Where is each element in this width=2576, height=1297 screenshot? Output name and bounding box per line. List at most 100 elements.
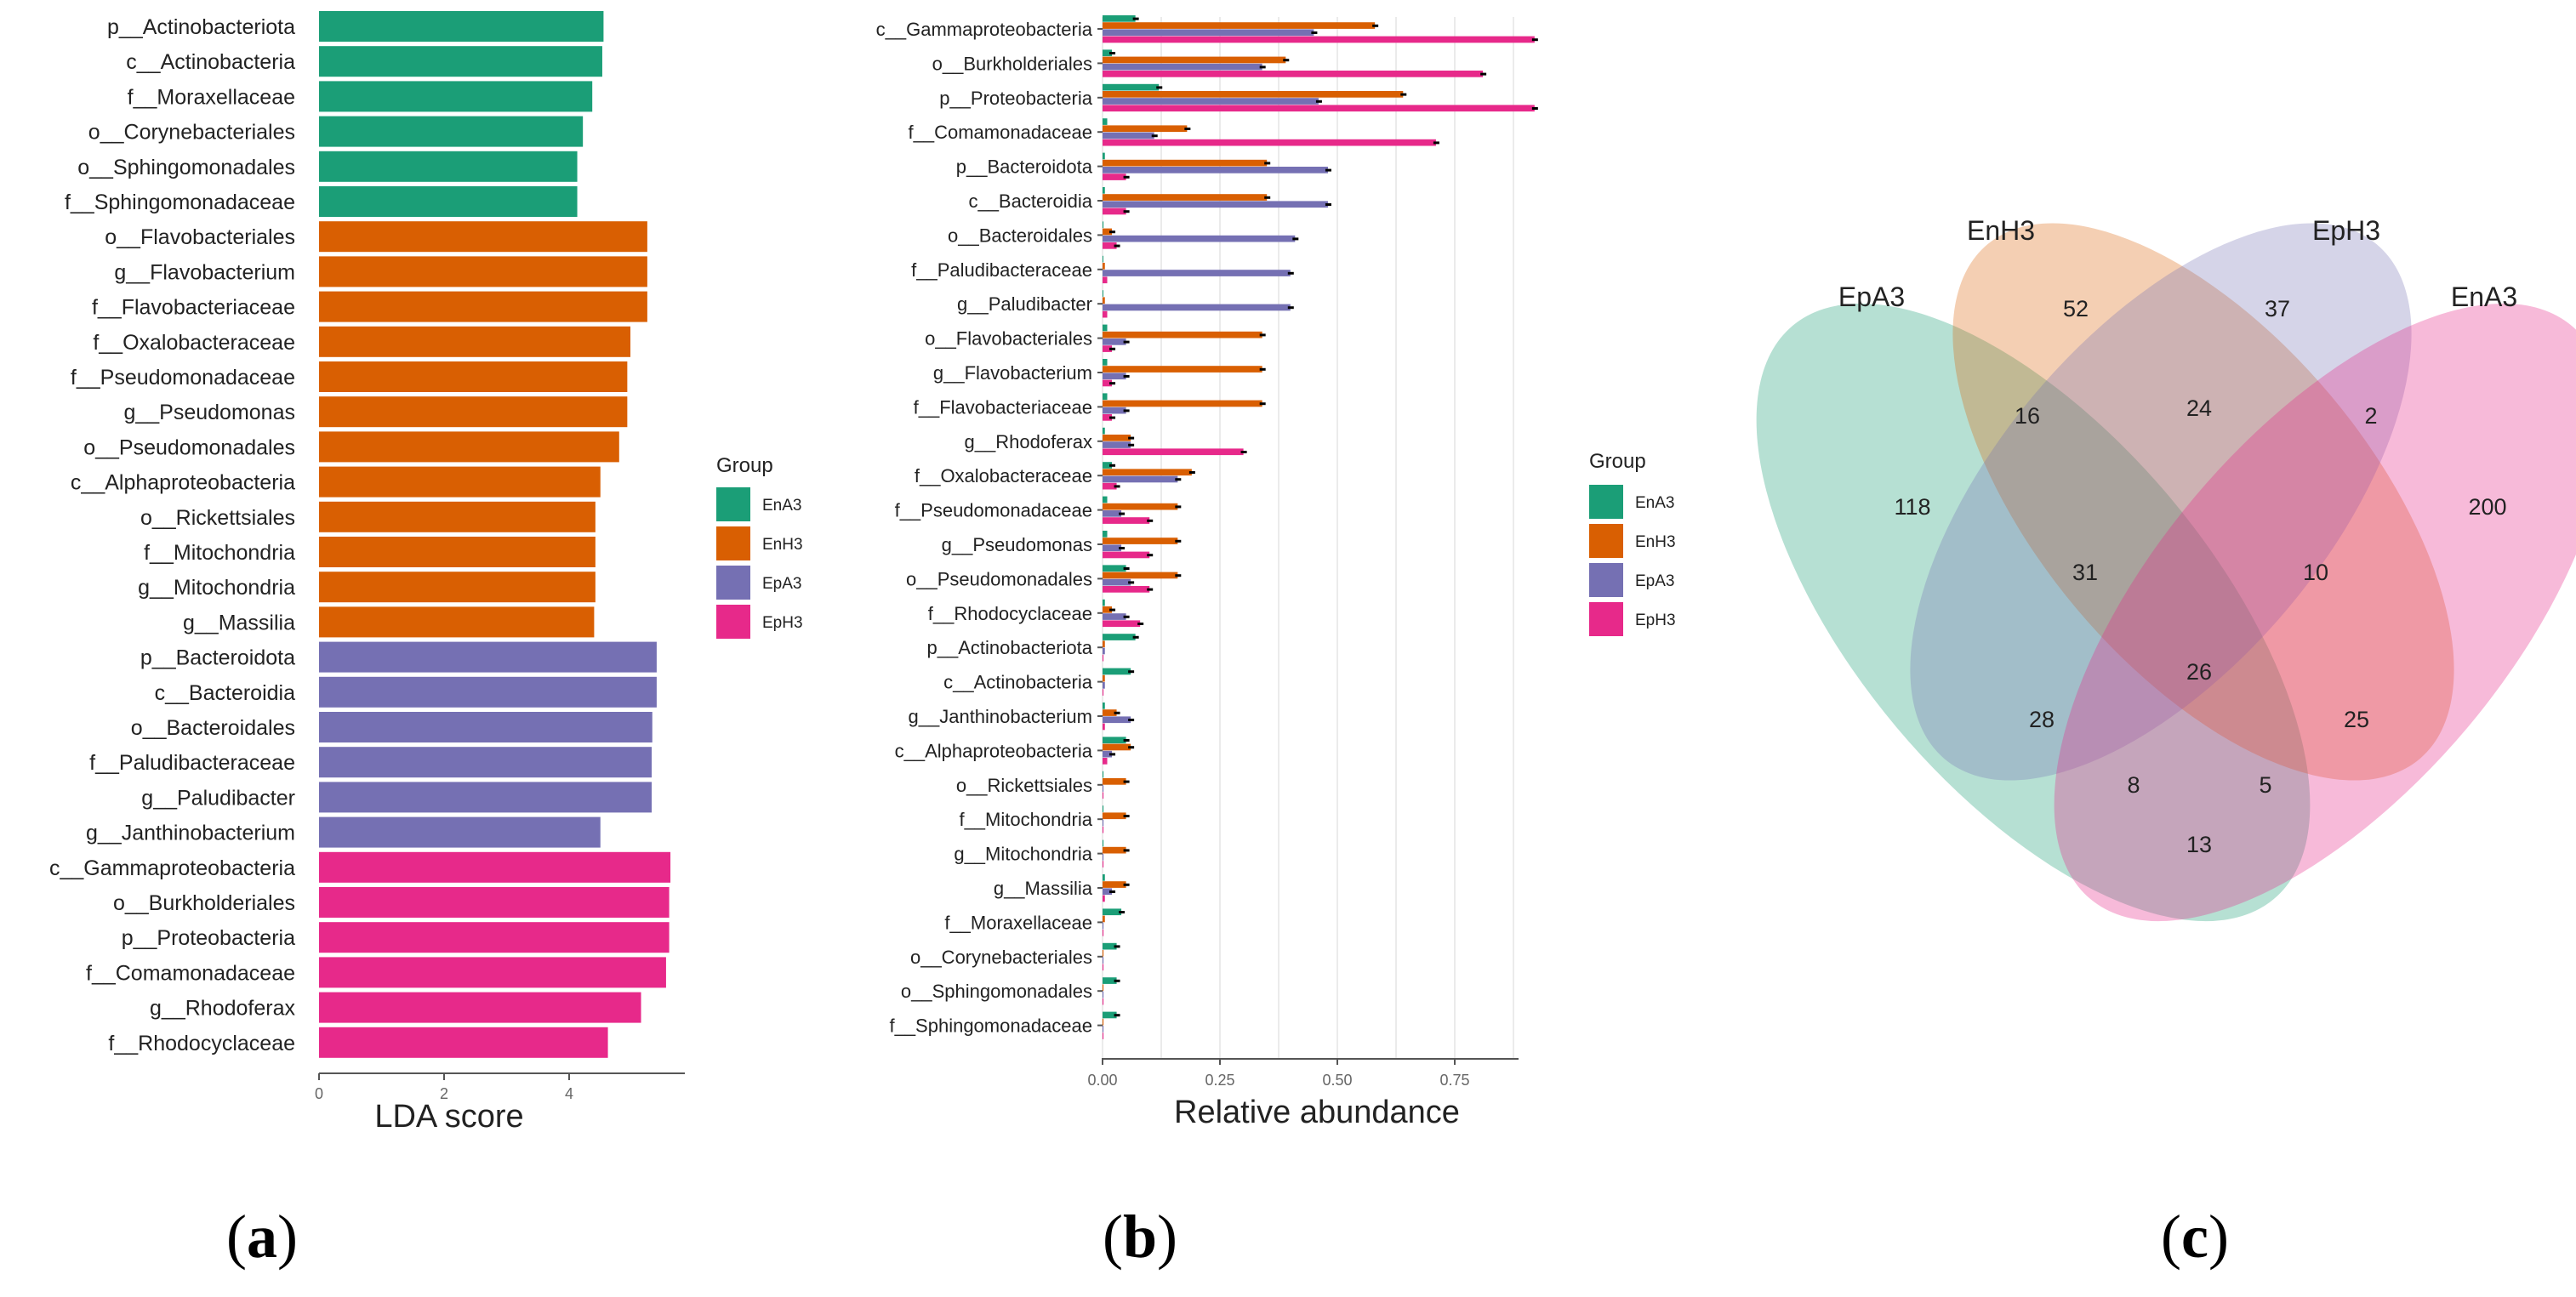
venn-region-count: 52 [2063, 296, 2089, 321]
lda-bar-label: f__Moraxellaceae [128, 85, 295, 109]
abundance-bar-EnA3 [1103, 977, 1117, 984]
abundance-x-tick-label: 0.00 [1087, 1072, 1117, 1089]
lda-bar-label: g__Rhodoferax [150, 997, 295, 1021]
abundance-bar-label: o__Burkholderiales [932, 53, 1092, 74]
venn-region-count: 37 [2265, 296, 2290, 321]
abundance-bars: c__Gammaproteobacteria o__Burkholderiales… [876, 15, 1538, 1039]
abundance-bar-EnA3 [1103, 152, 1105, 160]
lda-bar-label: c__Alphaproteobacteria [71, 471, 295, 495]
lda-bar [319, 747, 653, 778]
abundance-bar-EnA3 [1103, 737, 1126, 744]
lda-bar-label: o__Pseudomonadales [83, 435, 295, 459]
lda-bar-label: c__Actinobacteria [126, 50, 295, 74]
abundance-bar-EnA3 [1103, 703, 1105, 709]
abundance-bar-EpH3 [1103, 174, 1126, 180]
abundance-bar-EpA3 [1103, 716, 1131, 724]
abundance-bar-EnH3 [1103, 125, 1188, 133]
lda-bar-label: o__Sphingomonadales [77, 156, 295, 179]
lda-legend-label: EpH3 [762, 614, 803, 632]
lda-bar-label: f__Flavobacteriaceae [92, 296, 295, 320]
lda-bar [319, 116, 584, 147]
lda-bars: p__Actinobacteriota c__Actinobacteria f__M… [49, 11, 671, 1058]
abundance-bar-EnH3 [1103, 881, 1126, 888]
abundance-bar-label: o__Bacteroidales [948, 225, 1092, 246]
lda-bar [319, 676, 657, 708]
lda-legend-swatch [716, 566, 750, 600]
abundance-bar-EnA3 [1103, 668, 1131, 675]
venn-region-count: 2 [2364, 403, 2377, 429]
venn-region-count: 31 [2072, 560, 2098, 585]
venn-region-count: 26 [2186, 659, 2212, 685]
lda-bar-label: f__Oxalobacteraceae [93, 331, 295, 355]
abundance-bar-label: f__Comamonadaceae [909, 122, 1092, 143]
abundance-bar-EnA3 [1103, 15, 1136, 22]
abundance-bar-EpH3 [1103, 242, 1117, 249]
venn-set-EnA3 [2054, 303, 2576, 922]
venn-region-count: 13 [2186, 832, 2212, 857]
lda-bar [319, 186, 578, 217]
abundance-bar-EnH3 [1103, 194, 1268, 201]
venn-set-label: EpA3 [1838, 282, 1905, 312]
abundance-bar-label: g__Mitochondria [954, 844, 1092, 865]
lda-legend-label: EpA3 [762, 575, 801, 593]
abundance-bar-EpH3 [1103, 620, 1141, 628]
abundance-bar-EpH3 [1103, 758, 1108, 765]
abundance-bar-EpH3 [1103, 482, 1117, 490]
abundance-bar-label: g__Flavobacterium [933, 362, 1092, 384]
lda-bar [319, 396, 628, 428]
abundance-bar-EnH3 [1103, 91, 1404, 98]
lda-bar [319, 151, 578, 182]
abundance-bar-EnA3 [1103, 118, 1108, 125]
abundance-bar-EnH3 [1103, 606, 1113, 613]
abundance-bar-label: f__Rhodocyclaceae [928, 603, 1092, 624]
abundance-bar-EpA3 [1103, 647, 1105, 655]
lda-bar [319, 606, 595, 638]
abundance-bar-label: f__Flavobacteriaceae [914, 396, 1092, 418]
lda-x-tick-label: 4 [565, 1085, 573, 1102]
abundance-legend-label: EnH3 [1635, 533, 1676, 551]
lda-bar-label: o__Bacteroidales [131, 716, 295, 740]
abundance-bar-label: o__Corynebacteriales [910, 947, 1092, 968]
panel-b-abundance-chart: c__Gammaproteobacteria o__Burkholderiales… [876, 15, 1676, 1271]
lda-legend-label: EnA3 [762, 497, 801, 515]
lda-bar [319, 992, 641, 1023]
lda-bar-label: f__Paludibacteraceae [89, 751, 295, 775]
lda-bar [319, 46, 602, 77]
lda-bar-label: g__Pseudomonas [123, 401, 295, 424]
panel-label-b: (b) [1103, 1203, 1177, 1271]
abundance-bar-label: p__Bacteroidota [956, 156, 1093, 178]
abundance-bar-label: f__Moraxellaceae [944, 912, 1092, 933]
abundance-bar-EpH3 [1103, 414, 1113, 421]
abundance-bar-label: o__Pseudomonadales [906, 568, 1092, 589]
abundance-bar-EpH3 [1103, 105, 1535, 112]
lda-bar [319, 291, 647, 322]
abundance-bar-EnA3 [1103, 187, 1105, 194]
lda-bar [319, 782, 653, 813]
abundance-bar-label: g__Massilia [994, 878, 1093, 899]
abundance-bar-label: c__Alphaproteobacteria [895, 740, 1093, 761]
abundance-legend-label: EpH3 [1635, 612, 1676, 629]
abundance-bar-EnA3 [1103, 324, 1108, 332]
abundance-bar-EnA3 [1103, 942, 1117, 950]
lda-bar [319, 641, 657, 673]
abundance-bar-EnA3 [1103, 599, 1105, 606]
abundance-bar-EpA3 [1103, 132, 1154, 139]
abundance-bar-label: f__Sphingomonadaceae [889, 1015, 1092, 1037]
lda-legend: Group EnA3 EnH3 EpA3 EpH3 [716, 454, 803, 639]
lda-bar [319, 572, 596, 603]
abundance-x-axis: Relative abundance 0.00 0.25 0.50 0.75 [1087, 1058, 1519, 1130]
abundance-x-tick-label: 0.75 [1439, 1072, 1469, 1089]
venn-region-count: 28 [2029, 707, 2055, 732]
lda-bar [319, 361, 628, 392]
abundance-bar-EnH3 [1103, 22, 1376, 29]
abundance-bar-EpA3 [1103, 167, 1328, 174]
abundance-bar-label: p__Proteobacteria [939, 88, 1093, 109]
venn-set-EpH3 [1910, 223, 2412, 781]
abundance-bar-EnA3 [1103, 359, 1108, 366]
abundance-bar-EnH3 [1103, 263, 1105, 270]
abundance-bar-EnH3 [1103, 846, 1126, 854]
abundance-bar-EpH3 [1103, 723, 1105, 731]
lda-bar-label: f__Sphingomonadaceae [65, 191, 295, 214]
abundance-bar-label: g__Paludibacter [957, 293, 1092, 315]
abundance-bar-EnA3 [1103, 531, 1108, 538]
